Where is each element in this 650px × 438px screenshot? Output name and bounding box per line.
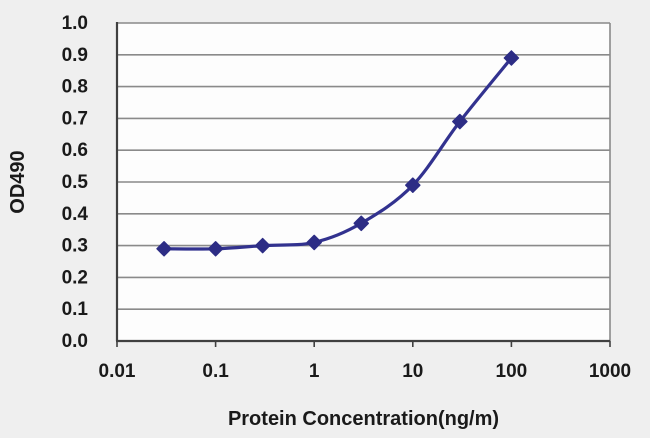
- y-tick-label-0.8: 0.8: [62, 77, 88, 98]
- data-point-marker-0.1: [207, 241, 224, 257]
- x-tick-label-0.01: 0.01: [99, 361, 136, 382]
- data-point-marker-10: [405, 177, 421, 193]
- x-tick-label-100: 100: [496, 361, 528, 382]
- x-tick-label-10: 10: [402, 361, 423, 382]
- data-point-marker-30: [452, 113, 468, 130]
- y-tick-label-0.9: 0.9: [62, 45, 88, 66]
- data-point-marker-100: [503, 50, 520, 66]
- y-tick-label-1.0: 1.0: [62, 13, 88, 34]
- y-tick-label-0.5: 0.5: [62, 172, 89, 193]
- x-tick-label-1000: 1000: [589, 361, 631, 382]
- y-tick-label-0.2: 0.2: [62, 267, 88, 288]
- y-tick-label-0.6: 0.6: [62, 140, 88, 161]
- x-axis-title: Protein Concentration(ng/m): [228, 408, 499, 430]
- x-tick-label-0.1: 0.1: [202, 361, 229, 382]
- y-axis-title: OD490: [7, 150, 29, 213]
- y-tick-label-0.0: 0.0: [62, 331, 88, 352]
- data-point-marker-0.03: [156, 241, 172, 257]
- y-tick-label-0.4: 0.4: [62, 204, 89, 225]
- data-point-marker-0.3: [254, 237, 271, 254]
- y-tick-label-0.3: 0.3: [62, 236, 88, 257]
- data-point-marker-3: [353, 215, 369, 232]
- data-point-marker-1: [306, 234, 322, 251]
- y-tick-label-0.1: 0.1: [62, 299, 89, 320]
- y-tick-label-0.7: 0.7: [62, 108, 88, 129]
- x-tick-label-1: 1: [309, 361, 320, 382]
